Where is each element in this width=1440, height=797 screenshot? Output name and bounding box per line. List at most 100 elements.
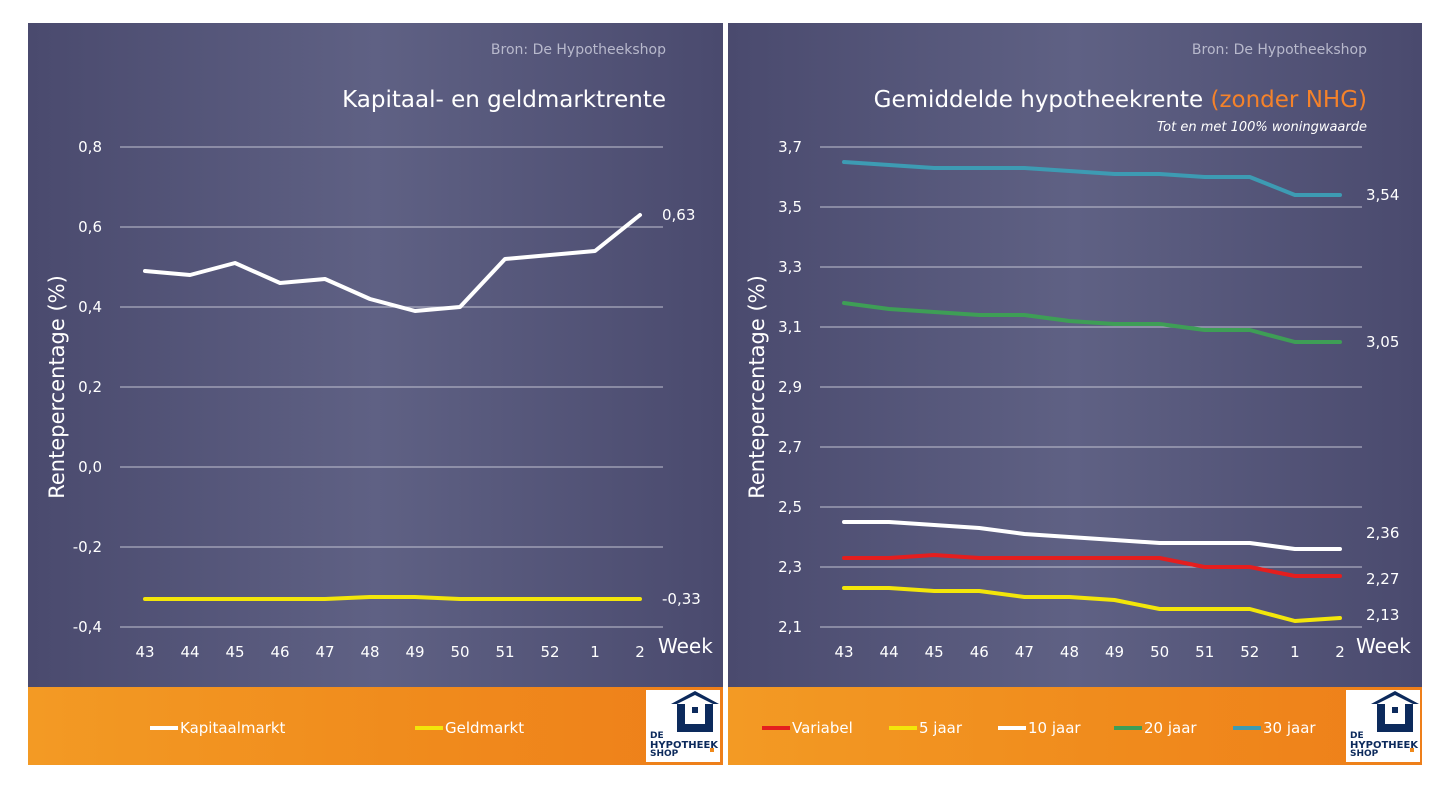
series-line-kapitaalmarkt: [143, 213, 642, 313]
end-value-label: 0,63: [662, 206, 695, 224]
y-tick-label: 2,7: [778, 438, 802, 456]
legend-bar: [728, 687, 1422, 765]
y-tick-label: 2,1: [778, 618, 802, 636]
end-value-label: 2,27: [1366, 570, 1399, 588]
x-tick-label: 48: [1060, 643, 1079, 661]
y-tick-label: -0,2: [73, 538, 102, 556]
legend-item-30-jaar: 30 jaar: [1233, 719, 1316, 737]
x-tick-label: 50: [450, 643, 469, 661]
x-axis-label: Week: [1356, 634, 1411, 658]
x-tick-label: 2: [1335, 643, 1345, 661]
x-tick-label: 43: [135, 643, 154, 661]
x-tick-label: 1: [1290, 643, 1300, 661]
x-tick-label: 46: [270, 643, 289, 661]
house-logo-icon: [1371, 691, 1419, 752]
y-axis-label: Rentepercentage (%): [45, 275, 69, 499]
end-value-label: 2,36: [1366, 524, 1399, 542]
logo-wordmark: DE HYPOTHEEK SHOP: [1350, 732, 1418, 759]
chart-source: Bron: De Hypotheekshop: [490, 42, 666, 58]
x-tick-label: 47: [1015, 643, 1034, 661]
x-tick-label: 49: [1105, 643, 1124, 661]
legend-label: 10 jaar: [1028, 719, 1081, 737]
legend-swatch: [1233, 726, 1261, 730]
legend-label: 30 jaar: [1263, 719, 1316, 737]
x-tick-label: 45: [225, 643, 244, 661]
series-line-5-jaar: [842, 586, 1342, 623]
logo-text-line: SHOP: [650, 749, 679, 759]
series-line-10-jaar: [842, 520, 1342, 551]
x-axis-label: Week: [658, 634, 713, 658]
y-tick-label: 3,3: [778, 258, 802, 276]
end-value-label: 3,54: [1366, 186, 1399, 204]
chart-title: Kapitaal- en geldmarktrente: [342, 87, 666, 113]
y-tick-label: 2,5: [778, 498, 802, 516]
y-tick-label: 0,6: [78, 218, 102, 236]
end-value-label: 3,05: [1366, 333, 1399, 351]
x-tick-label: 43: [834, 643, 853, 661]
legend-swatch: [762, 726, 790, 730]
chart-title-accent: (zonder NHG): [1210, 87, 1367, 113]
x-tick-label: 1: [590, 643, 600, 661]
x-tick-label: 52: [540, 643, 559, 661]
capital-money-market-chart: 0,8 0,6 0,4 0,2 0,0 -0,2 -0,4 43 44 45 46 47 48 49 50 5…: [45, 138, 713, 661]
logo-text-line: HYPOTHEEK: [1350, 740, 1419, 751]
mortgage-rate-chart: 3,7 3,5 3,3 3,1 2,9 2,7 2,5 2,3 2,1 43 44 45 46 47 48 4…: [745, 138, 1411, 661]
x-tick-label: 51: [1195, 643, 1214, 661]
logo-text-line: DE: [650, 731, 664, 741]
y-tick-label: 0,8: [78, 138, 102, 156]
legend-label: Kapitaalmarkt: [180, 719, 286, 737]
logo-wordmark: DE HYPOTHEEK SHOP: [650, 732, 718, 759]
chart-subtitle: Tot en met 100% woningwaarde: [1156, 120, 1367, 135]
series-line-20-jaar: [842, 301, 1342, 344]
house-logo-icon: [671, 691, 719, 752]
logo-text-line: DE: [1350, 731, 1364, 741]
legend-label: 20 jaar: [1144, 719, 1197, 737]
mortgage-rate-panel: 3,7 3,5 3,3 3,1 2,9 2,7 2,5 2,3 2,1 43 44 45 46 47 48 4…: [728, 23, 1422, 765]
legend-label: Geldmarkt: [445, 719, 525, 737]
logo-text-line: SHOP: [1350, 749, 1379, 759]
hypotheekshop-logo: DE HYPOTHEEK SHOP: [1346, 690, 1420, 762]
x-tick-label: 46: [970, 643, 989, 661]
legend-item-10-jaar: 10 jaar: [998, 719, 1081, 737]
legend-label: Variabel: [792, 719, 853, 737]
y-tick-label: -0,4: [73, 618, 102, 636]
end-value-label: 2,13: [1366, 606, 1399, 624]
chart-title: Gemiddelde hypotheekrente (zonder NHG): [874, 87, 1367, 113]
legend-swatch: [1114, 726, 1142, 730]
legend-swatch: [415, 726, 443, 730]
x-tick-label: 44: [180, 643, 199, 661]
x-tick-label: 48: [360, 643, 379, 661]
y-tick-label: 3,7: [778, 138, 802, 156]
logo-text-line: HYPOTHEEK: [650, 740, 719, 751]
legend-item-kapitaalmarkt: Kapitaalmarkt: [150, 719, 285, 737]
x-tick-label: 44: [880, 643, 899, 661]
y-tick-label: 2,9: [778, 378, 802, 396]
y-tick-label: 3,1: [778, 318, 802, 336]
x-tick-label: 45: [925, 643, 944, 661]
x-tick-label: 51: [495, 643, 514, 661]
chart-source: Bron: De Hypotheekshop: [1191, 42, 1367, 58]
y-tick-label: 2,3: [778, 558, 802, 576]
chart-title-main: Gemiddelde hypotheekrente: [873, 87, 1204, 113]
x-tick-label: 52: [1240, 643, 1259, 661]
legend-label: 5 jaar: [919, 719, 963, 737]
x-tick-label: 49: [405, 643, 424, 661]
hypotheekshop-logo: DE HYPOTHEEK SHOP: [646, 690, 720, 762]
legend-item-5-jaar: 5 jaar: [889, 719, 962, 737]
end-value-label: -0,33: [662, 590, 701, 608]
x-tick-label: 2: [635, 643, 645, 661]
legend-item-variabel: Variabel: [762, 719, 853, 737]
y-tick-label: 0,0: [78, 458, 102, 476]
plot-area-background: [28, 23, 723, 687]
legend-swatch: [998, 726, 1026, 730]
legend-item-20-jaar: 20 jaar: [1114, 719, 1197, 737]
y-axis-label: Rentepercentage (%): [745, 275, 769, 499]
capital-money-market-panel: 0,8 0,6 0,4 0,2 0,0 -0,2 -0,4 43 44 45 46 47 48 49 50 5…: [28, 23, 723, 765]
x-tick-label: 50: [1150, 643, 1169, 661]
y-tick-label: 0,4: [78, 298, 102, 316]
y-tick-label: 0,2: [78, 378, 102, 396]
series-line-geldmarkt: [143, 595, 642, 601]
series-line-30-jaar: [842, 160, 1342, 197]
y-tick-label: 3,5: [778, 198, 802, 216]
legend-bar: [28, 687, 723, 765]
